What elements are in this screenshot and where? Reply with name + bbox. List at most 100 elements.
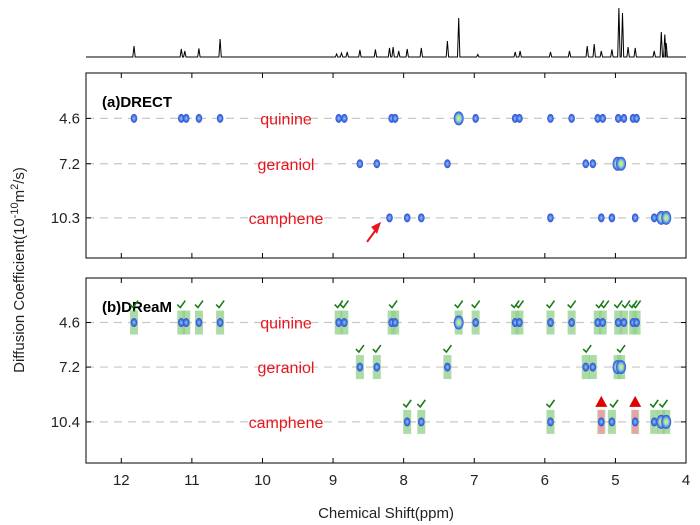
y-tick-label-b-1: 7.2	[59, 359, 80, 376]
check-mark-geraniol-0	[355, 344, 365, 354]
check-mark-quinine-17	[628, 300, 638, 309]
peak-a-quinine-8	[391, 113, 399, 123]
check-mark-quinine-6	[388, 300, 398, 309]
compound-label-b-quinine: quinine	[260, 316, 312, 333]
peak-b-geraniol-1	[373, 362, 381, 372]
panel-a-frame	[85, 72, 687, 259]
check-mark-quinine-15	[613, 300, 623, 309]
x-axis: 12 11 10 9 8 7 6 5 4	[113, 472, 690, 489]
panel-a-title: (a)DRECT	[102, 94, 172, 111]
peak-a-geraniol-1	[373, 159, 381, 169]
peak-a-camphene-5	[608, 213, 616, 223]
y-tick-label-b-0: 4.6	[59, 315, 80, 332]
peak-b-quinine-10	[472, 318, 479, 328]
peak-b-camphene-8	[661, 414, 672, 429]
check-mark-quinine-9	[510, 300, 520, 309]
x-tick-label-7: 5	[611, 472, 619, 489]
check-mark-quinine-8	[471, 300, 481, 309]
peak-b-quinine-18	[620, 318, 628, 328]
check-mark-quinine-2	[194, 300, 204, 309]
peak-a-quinine-18	[620, 113, 628, 123]
peak-b-quinine-9	[453, 315, 464, 330]
compound-label-a-geraniol: geraniol	[258, 157, 315, 174]
peak-a-camphene-7	[650, 213, 658, 223]
peak-a-quinine-16	[599, 113, 607, 123]
peak-a-quinine-20	[633, 113, 640, 123]
check-mark-geraniol-1	[372, 344, 382, 354]
peak-a-quinine-15	[594, 113, 602, 123]
check-mark-camphene-4	[649, 399, 659, 409]
peak-a-camphene-3	[547, 213, 554, 223]
peak-a-geraniol-3	[582, 159, 590, 169]
compound-label-b-geraniol: geraniol	[258, 360, 315, 377]
peak-a-quinine-1	[177, 113, 185, 123]
peak-a-quinine-13	[547, 113, 554, 123]
peak-a-camphene-1	[403, 213, 411, 223]
peak-b-camphene-5	[631, 417, 639, 427]
nmr-spectrum	[86, 7, 686, 58]
x-tick-label-2: 10	[254, 472, 271, 489]
x-tick-label-3: 9	[329, 472, 337, 489]
y-axis-title: Diffusion Coefficient(10-10m2/s)	[9, 167, 28, 373]
peak-b-quinine-1	[177, 318, 185, 328]
peak-b-quinine-20	[633, 318, 640, 328]
peak-b-camphene-6	[650, 417, 658, 427]
peak-a-quinine-9	[453, 111, 464, 126]
peak-b-geraniol-6	[616, 360, 627, 375]
peak-a-geraniol-0	[356, 159, 364, 169]
check-mark-quinine-16	[621, 300, 631, 309]
peak-a-camphene-9	[661, 210, 672, 225]
peak-b-quinine-17	[614, 318, 622, 328]
x-tick-label-8: 4	[682, 472, 690, 489]
compound-label-b-camphene: camphene	[249, 415, 324, 432]
y-axis-title-main: Diffusion Coefficient(10	[11, 218, 28, 373]
peak-a-geraniol-6	[616, 156, 627, 171]
x-tick-label-0: 12	[113, 472, 130, 489]
y-axis-title-unit: m	[11, 190, 28, 203]
peak-b-camphene-1	[417, 417, 425, 427]
check-mark-quinine-14	[600, 300, 610, 309]
peak-b-camphene-4	[608, 417, 616, 427]
peak-b-quinine-0	[130, 318, 138, 328]
peak-a-geraniol-2	[444, 159, 451, 169]
peak-b-quinine-16	[599, 318, 607, 328]
peak-a-quinine-17	[614, 113, 622, 123]
compound-label-a-camphene: camphene	[249, 211, 324, 228]
peak-b-quinine-5	[335, 318, 343, 328]
panel-b-dream: (b)DReaM 4.6 7.2 10.4 quinine geraniol camphen…	[51, 277, 687, 464]
peak-b-geraniol-2	[444, 362, 451, 372]
peak-a-quinine-14	[568, 113, 575, 123]
peak-b-quinine-14	[568, 318, 575, 328]
peak-a-quinine-12	[516, 113, 523, 123]
peak-b-quinine-6	[341, 318, 348, 328]
y-axis-title-exp2: 2	[9, 184, 21, 190]
x-tick-label-1: 11	[184, 472, 200, 489]
check-mark-quinine-12	[567, 300, 577, 309]
x-tick-label-6: 6	[541, 472, 549, 489]
check-mark-quinine-1	[176, 300, 186, 309]
peak-a-camphene-0	[386, 213, 393, 223]
check-mark-camphene-5	[658, 399, 669, 409]
peak-b-quinine-8	[391, 318, 399, 328]
peak-a-camphene-6	[631, 213, 639, 223]
peak-b-quinine-15	[594, 318, 602, 328]
x-tick-label-5: 7	[470, 472, 478, 489]
x-tick-label-4: 8	[399, 472, 407, 489]
check-mark-geraniol-2	[442, 344, 453, 354]
check-mark-quinine-4	[334, 300, 344, 309]
y-tick-label-a-2: 10.3	[51, 210, 80, 227]
check-mark-quinine-10	[514, 300, 525, 309]
y-axis-title-end: /s)	[11, 167, 28, 184]
compound-label-a-quinine: quinine	[260, 111, 312, 128]
false-peak-triangle-1	[629, 395, 642, 407]
peak-b-geraniol-3	[582, 362, 590, 372]
arrow-head	[371, 221, 382, 234]
peak-b-quinine-13	[547, 318, 554, 328]
peak-b-quinine-12	[516, 318, 523, 328]
peak-a-quinine-4	[216, 113, 224, 123]
peak-a-quinine-5	[335, 113, 343, 123]
check-mark-geraniol-4	[616, 344, 626, 354]
peak-b-quinine-4	[216, 318, 224, 328]
check-mark-quinine-3	[215, 300, 225, 309]
